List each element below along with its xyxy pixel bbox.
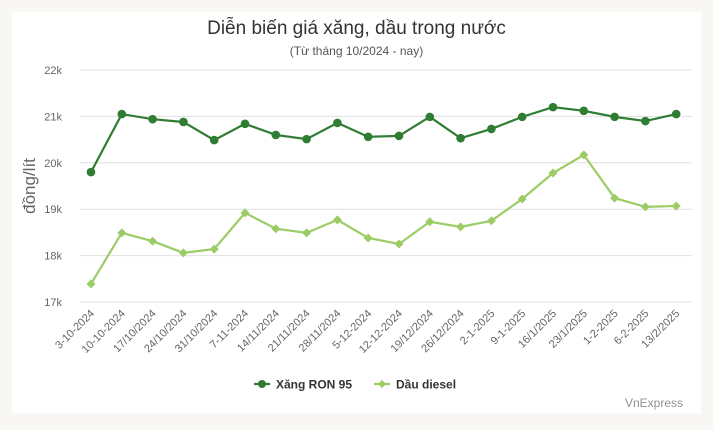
data-point[interactable] — [240, 208, 250, 218]
data-point[interactable] — [456, 222, 466, 232]
data-point[interactable] — [179, 117, 188, 127]
data-point[interactable] — [363, 132, 373, 142]
series-ron95 — [86, 102, 681, 177]
data-point[interactable] — [86, 279, 96, 289]
y-tick-label: 21k — [44, 111, 62, 123]
gridlines — [80, 69, 692, 303]
source-credit: VnExpress — [625, 396, 684, 410]
data-point[interactable] — [579, 106, 589, 116]
data-point[interactable] — [148, 114, 157, 124]
data-point[interactable] — [363, 233, 373, 243]
data-point[interactable] — [117, 228, 127, 238]
data-point[interactable] — [271, 224, 281, 234]
data-point[interactable] — [332, 215, 342, 225]
data-point[interactable] — [117, 109, 127, 119]
data-point[interactable] — [394, 131, 404, 141]
data-point[interactable] — [640, 202, 650, 212]
data-point[interactable] — [425, 112, 435, 122]
data-point[interactable] — [148, 236, 158, 246]
chart-subtitle: (Từ tháng 10/2024 - nay) — [289, 44, 424, 58]
data-point[interactable] — [456, 133, 465, 143]
data-point[interactable] — [671, 109, 681, 119]
data-point[interactable] — [209, 244, 219, 254]
data-point[interactable] — [425, 217, 435, 227]
data-point[interactable] — [641, 116, 650, 126]
data-point[interactable] — [610, 193, 620, 203]
legend-item-ron95[interactable]: Xăng RON 95 — [254, 378, 352, 392]
data-point[interactable] — [517, 112, 527, 122]
y-axis-label: đồng/lít — [20, 158, 39, 214]
legend-item-diesel[interactable]: Dầu diesel — [374, 378, 456, 392]
series-diesel — [86, 150, 681, 289]
series-line — [90, 153, 677, 285]
data-point[interactable] — [548, 102, 558, 112]
series-line — [90, 105, 677, 173]
data-point[interactable] — [517, 194, 527, 204]
data-point[interactable] — [209, 135, 219, 145]
data-point[interactable] — [486, 216, 496, 226]
x-axis: 3-10-202410-10-202417/10/202424/10/20243… — [53, 308, 682, 356]
data-point[interactable] — [394, 239, 404, 249]
data-point[interactable] — [610, 112, 619, 122]
data-point[interactable] — [302, 228, 312, 238]
y-tick-label: 20k — [44, 158, 62, 170]
legend: Xăng RON 95 Dầu diesel — [254, 378, 456, 392]
data-point[interactable] — [240, 119, 250, 129]
series-lines — [86, 102, 681, 289]
data-point[interactable] — [487, 124, 496, 134]
y-tick-label: 19k — [44, 204, 62, 216]
y-tick-label: 18k — [44, 251, 62, 263]
y-tick-label: 17k — [44, 297, 62, 309]
y-axis: 17k 18k 19k 20k 21k 22k — [44, 65, 62, 309]
data-point[interactable] — [271, 130, 281, 140]
data-point[interactable] — [671, 201, 681, 211]
data-point[interactable] — [86, 167, 96, 177]
data-point[interactable] — [548, 168, 558, 178]
y-tick-label: 22k — [44, 65, 62, 77]
legend-label: Dầu diesel — [396, 378, 456, 392]
data-point[interactable] — [579, 150, 589, 160]
legend-label: Xăng RON 95 — [276, 378, 352, 392]
legend-marker-icon — [258, 380, 266, 388]
chart-card — [12, 12, 701, 413]
legend-marker-icon — [378, 380, 386, 388]
chart-title: Diễn biến giá xăng, dầu trong nước — [207, 18, 506, 39]
data-point[interactable] — [333, 118, 342, 128]
data-point[interactable] — [302, 134, 311, 144]
data-point[interactable] — [178, 248, 188, 258]
